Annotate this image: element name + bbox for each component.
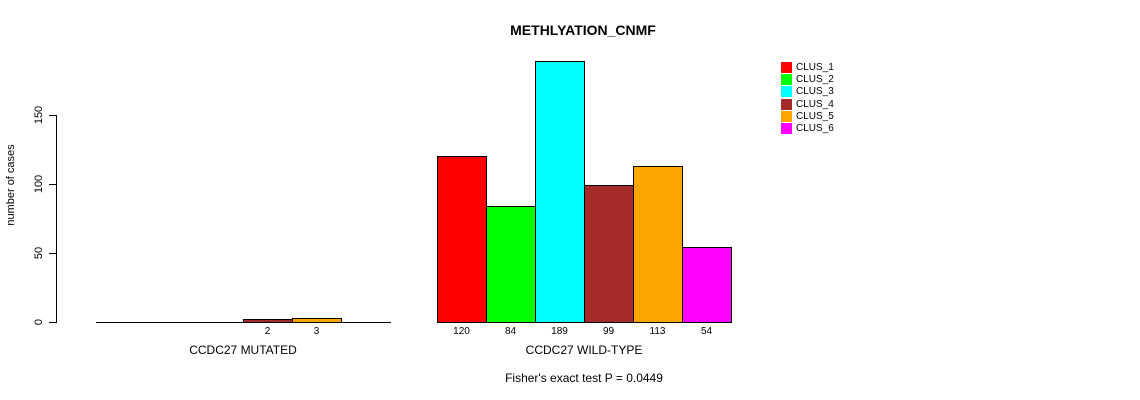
chart-title: METHLYATION_CNMF	[510, 22, 656, 38]
group-label: CCDC27 MUTATED	[189, 343, 297, 357]
y-tick-mark	[49, 253, 56, 254]
legend-swatch-icon	[781, 61, 792, 73]
bar-clus_6	[682, 247, 732, 323]
legend-label: CLUS_1	[796, 61, 834, 73]
bar-clus_1	[437, 156, 487, 323]
y-tick-label: 50	[33, 246, 45, 260]
legend: CLUS_1 CLUS_2 CLUS_3 CLUS_4 CLUS_5 CLUS_6	[781, 61, 834, 135]
legend-swatch-icon	[781, 111, 792, 123]
y-axis-line	[56, 115, 57, 323]
legend-label: CLUS_5	[796, 111, 834, 123]
bar-clus_5	[633, 166, 683, 323]
y-tick-mark	[49, 322, 56, 323]
bar-value-label: 120	[453, 326, 470, 337]
bar-clus_2	[486, 206, 536, 323]
bar-value-label: 84	[504, 326, 517, 337]
bar-clus_5	[292, 318, 342, 323]
bar-value-label: 54	[700, 326, 713, 337]
y-tick-mark	[49, 115, 56, 116]
legend-label: CLUS_3	[796, 86, 834, 98]
fisher-test-annotation: Fisher's exact test P = 0.0449	[505, 371, 663, 385]
legend-item-clus_1: CLUS_1	[781, 61, 834, 73]
legend-swatch-icon	[781, 123, 792, 135]
y-tick-mark	[49, 184, 56, 185]
bar-clus_4	[584, 185, 634, 323]
legend-label: CLUS_2	[796, 73, 834, 85]
y-tick-label: 150	[33, 105, 45, 125]
bar-value-label: 189	[551, 326, 568, 337]
legend-item-clus_6: CLUS_6	[781, 123, 834, 135]
legend-label: CLUS_4	[796, 98, 834, 110]
bar-clus_3	[535, 61, 585, 323]
bar-value-label: 99	[602, 326, 615, 337]
legend-swatch-icon	[781, 98, 792, 110]
bar-value-label: 113	[649, 326, 666, 337]
legend-item-clus_5: CLUS_5	[781, 111, 834, 123]
bar-value-label: 3	[313, 326, 320, 337]
bar-value-label: 2	[264, 326, 271, 337]
legend-swatch-icon	[781, 86, 792, 98]
legend-item-clus_4: CLUS_4	[781, 98, 834, 110]
legend-item-clus_2: CLUS_2	[781, 73, 834, 85]
bar-clus_4	[243, 319, 293, 323]
y-tick-label: 100	[33, 174, 45, 194]
y-axis-label: number of cases	[5, 144, 17, 226]
legend-swatch-icon	[781, 73, 792, 85]
legend-item-clus_3: CLUS_3	[781, 86, 834, 98]
group-label: CCDC27 WILD-TYPE	[525, 343, 643, 357]
legend-label: CLUS_6	[796, 123, 834, 135]
y-tick-label: 0	[33, 318, 45, 326]
